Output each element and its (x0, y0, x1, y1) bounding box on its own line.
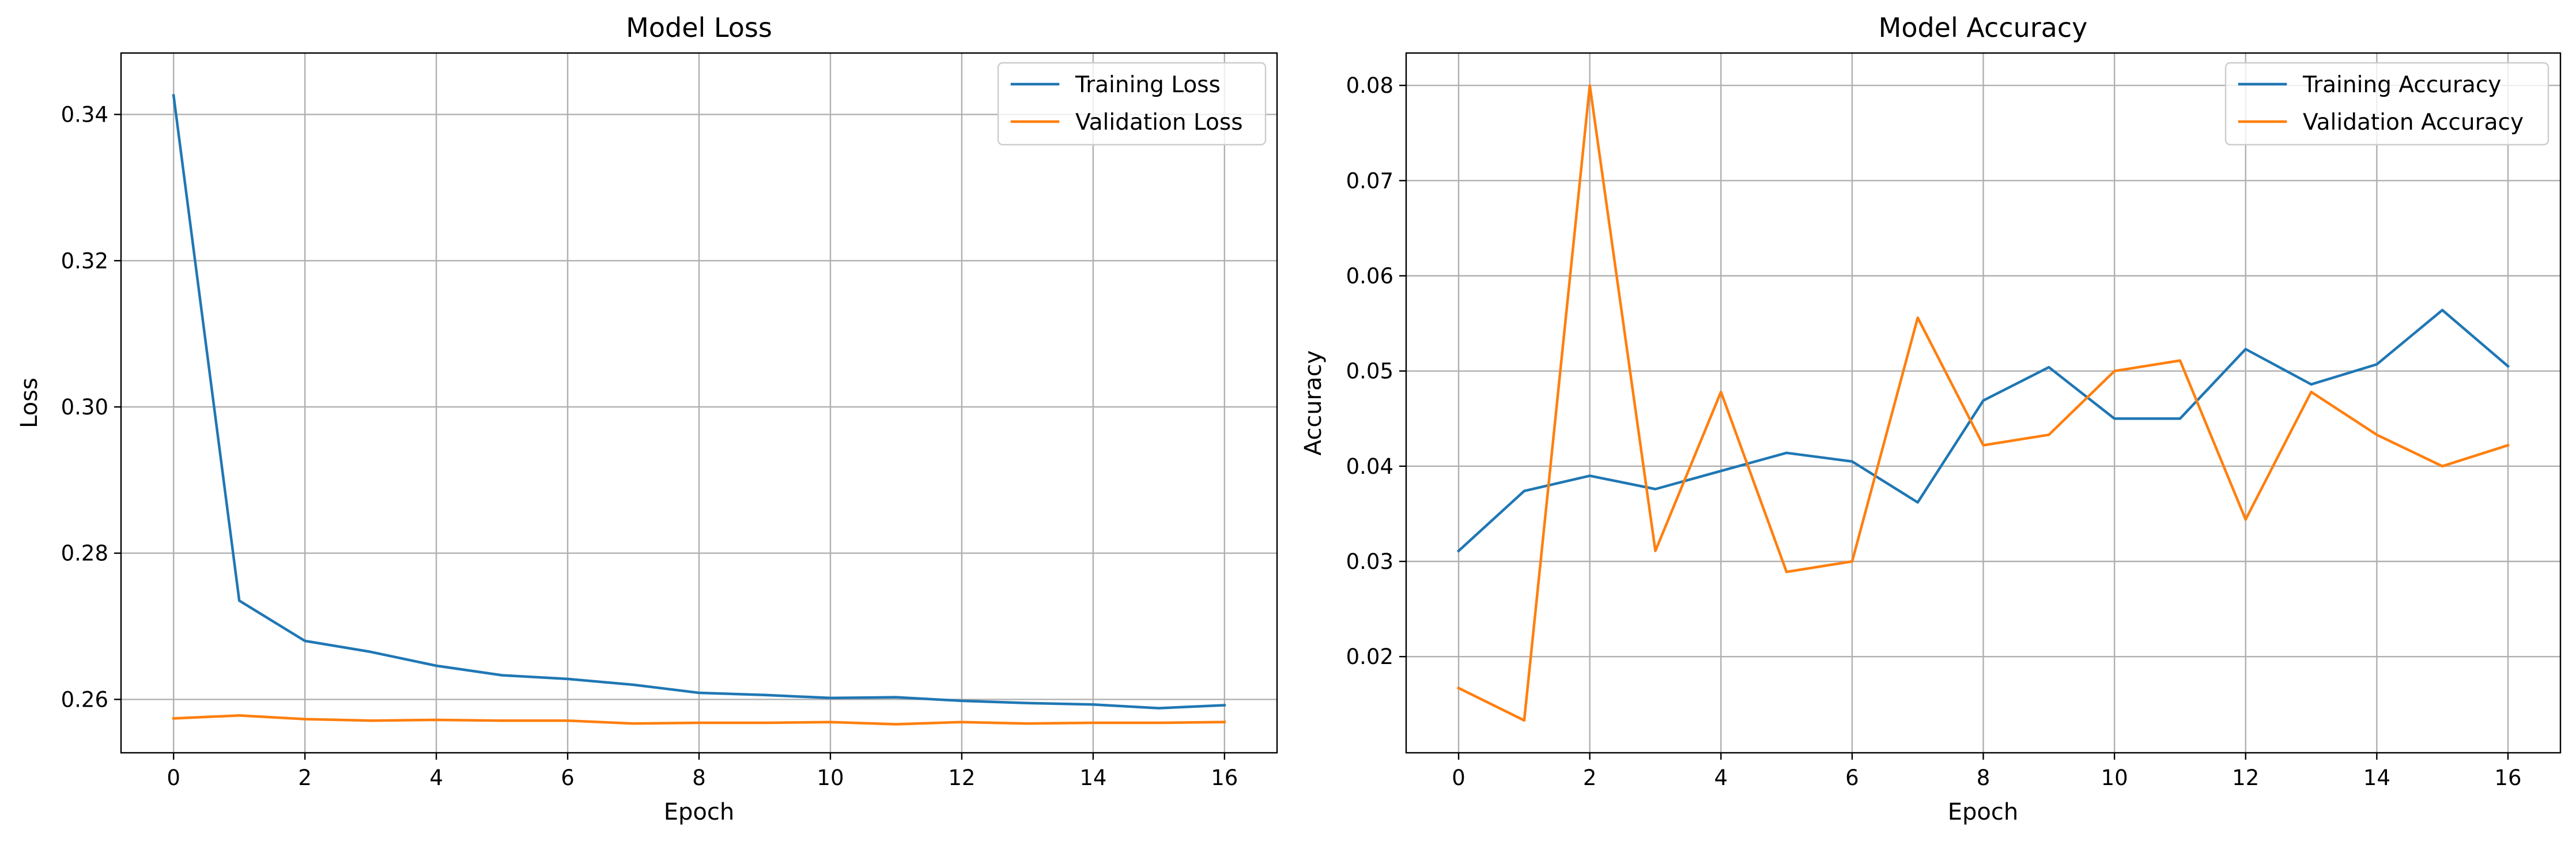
grid (121, 53, 1277, 753)
x-tick-label: 14 (1079, 765, 1106, 790)
y-tick-label: 0.05 (1346, 359, 1393, 384)
chart-title: Model Accuracy (1879, 12, 2088, 43)
legend-label-validation-accuracy: Validation Accuracy (2303, 110, 2524, 135)
x-tick-label: 10 (2101, 765, 2128, 790)
x-tick-label: 16 (2494, 765, 2521, 790)
series-line-training-loss (172, 94, 1226, 710)
x-tick-label: 4 (1714, 765, 1728, 790)
y-tick-label: 0.08 (1346, 73, 1393, 98)
x-tick-label: 8 (1977, 765, 1990, 790)
series-lines (1456, 84, 2510, 722)
x-tick-label: 16 (1211, 765, 1238, 790)
y-tick-label: 0.06 (1346, 263, 1393, 288)
x-tick-label: 10 (817, 765, 844, 790)
x-tick-label: 8 (692, 765, 706, 790)
axis-ticks: 0 2 4 6 8 10 12 14 16 0.02 0.03 0.04 0.05 0.06 0.07 0.0… (1346, 73, 2522, 790)
y-tick-label: 0.04 (1346, 454, 1393, 479)
series-line-validation-loss (172, 714, 1226, 726)
legend-label-training-loss: Training Loss (1075, 72, 1221, 98)
axis-ticks: 0 2 4 6 8 10 12 14 16 0.26 0.28 0.30 0.32 0.34 (61, 103, 1238, 790)
x-tick-label: 0 (167, 765, 180, 790)
y-tick-label: 0.34 (61, 103, 108, 127)
legend: Training Loss Validation Loss (997, 62, 1267, 146)
x-tick-label: 14 (2363, 765, 2390, 790)
legend: Training Accuracy Validation Accuracy (2224, 62, 2549, 146)
x-tick-label: 2 (298, 765, 312, 790)
loss-chart: Model Loss 0 2 4 6 8 10 12 14 16 0.26 0.28 0.30 0.32… (16, 12, 1278, 825)
y-tick-label: 0.28 (61, 541, 108, 566)
x-tick-label: 6 (561, 765, 575, 790)
x-tick-label: 0 (1452, 765, 1465, 790)
x-tick-label: 12 (948, 765, 975, 790)
series-lines (172, 94, 1226, 726)
x-tick-label: 4 (429, 765, 443, 790)
x-tick-label: 2 (1583, 765, 1597, 790)
y-axis-label: Accuracy (1300, 350, 1327, 456)
x-tick-label: 6 (1845, 765, 1859, 790)
y-axis-label: Loss (16, 378, 43, 428)
legend-label-training-accuracy: Training Accuracy (2302, 72, 2501, 98)
series-line-training-accuracy (1456, 308, 2510, 553)
legend-label-validation-loss: Validation Loss (1075, 110, 1243, 135)
legend-box (997, 62, 1267, 146)
legend-box (2224, 62, 2549, 146)
y-tick-label: 0.32 (61, 248, 108, 273)
y-tick-label: 0.07 (1346, 168, 1393, 193)
y-tick-label: 0.03 (1346, 549, 1393, 574)
accuracy-chart: Model Accuracy 0 2 4 6 8 10 12 14 16 0.02 0.03 0.04… (1300, 12, 2562, 825)
y-tick-label: 0.30 (61, 395, 108, 420)
chart-title: Model Loss (626, 12, 772, 43)
y-tick-label: 0.02 (1346, 644, 1393, 669)
series-line-validation-accuracy (1456, 84, 2510, 722)
x-axis-label: Epoch (1948, 799, 2018, 825)
x-axis-label: Epoch (664, 799, 734, 825)
x-tick-label: 12 (2232, 765, 2259, 790)
y-tick-label: 0.26 (61, 687, 108, 712)
